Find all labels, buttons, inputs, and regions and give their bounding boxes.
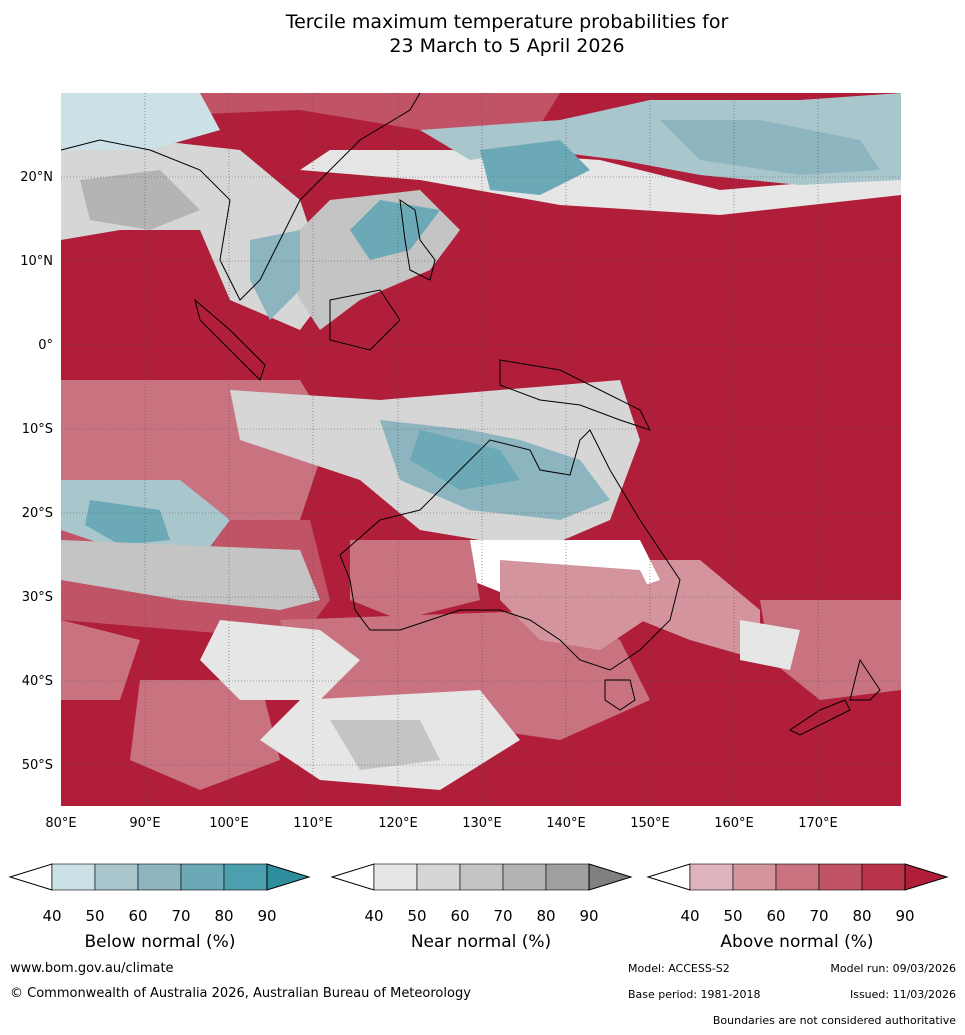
model-text: Model: ACCESS-S2 (628, 962, 730, 975)
issued-text: Issued: 11/03/2026 (849, 988, 956, 1001)
new-zealand-coastline (789, 658, 881, 736)
title-line-1: Tercile maximum temperature probabilitie… (285, 11, 729, 33)
lat-label: 10°N (20, 254, 53, 269)
lon-label: 120°E (378, 816, 418, 831)
sumatra-coastline (194, 298, 266, 381)
above-tick: 60 (766, 907, 785, 925)
probability-field (61, 93, 901, 806)
tasmania-coastline (604, 679, 636, 711)
below-tick: 70 (171, 907, 190, 925)
lat-label: 30°S (22, 590, 53, 605)
legend-colorbars: 40 50 60 70 80 90 40 50 60 70 80 90 (8, 863, 949, 925)
below-tick: 90 (257, 907, 276, 925)
above-tick: 80 (852, 907, 871, 925)
lon-label: 130°E (462, 816, 502, 831)
lat-label: 20°S (22, 506, 53, 521)
above-tick: 90 (895, 907, 914, 925)
below-normal-label: Below normal (%) (84, 932, 236, 952)
mainland-asia-coastline (60, 92, 421, 301)
lat-label: 20°N (20, 170, 53, 185)
above-normal-colorbar: 40 50 60 70 80 90 (646, 863, 949, 925)
australia-coastline (339, 429, 681, 671)
near-normal-label: Near normal (%) (410, 932, 552, 952)
near-tick: 50 (407, 907, 426, 925)
lat-label: 0° (38, 338, 53, 353)
lon-label: 140°E (546, 816, 586, 831)
lon-label: 150°E (630, 816, 670, 831)
model-run-text: Model run: 09/03/2026 (830, 962, 956, 975)
coastlines (60, 92, 881, 736)
lat-label: 40°S (22, 674, 53, 689)
below-tick: 40 (42, 907, 61, 925)
below-tick: 80 (214, 907, 233, 925)
near-tick: 40 (364, 907, 383, 925)
lon-label: 100°E (209, 816, 249, 831)
copyright-text: © Commonwealth of Australia 2026, Austra… (10, 986, 471, 1001)
new-guinea-coastline (499, 359, 651, 431)
base-period-text: Base period: 1981-2018 (628, 988, 761, 1001)
lon-label: 90°E (129, 816, 160, 831)
map-figure: 80°E 90°E 100°E 110°E 120°E 130°E 140°E … (20, 92, 901, 831)
philippines-coastline (399, 198, 436, 281)
borneo-coastline (329, 289, 401, 351)
lon-label: 160°E (714, 816, 754, 831)
below-tick: 60 (128, 907, 147, 925)
lon-label: 170°E (798, 816, 838, 831)
near-tick: 70 (493, 907, 512, 925)
near-normal-colorbar: 40 50 60 70 80 90 (330, 863, 633, 925)
below-normal-colorbar: 40 50 60 70 80 90 (8, 863, 311, 925)
near-tick: 90 (579, 907, 598, 925)
above-tick: 50 (723, 907, 742, 925)
above-tick: 70 (809, 907, 828, 925)
title-line-2: 23 March to 5 April 2026 (389, 35, 625, 57)
graticule (61, 93, 901, 806)
website-link[interactable]: www.bom.gov.au/climate (10, 961, 174, 976)
lon-label: 80°E (45, 816, 76, 831)
disclaimer-text: Boundaries are not considered authoritat… (712, 1014, 956, 1027)
above-tick: 40 (680, 907, 699, 925)
lon-label: 110°E (293, 816, 333, 831)
above-normal-label: Above normal (%) (720, 932, 874, 952)
lat-label: 10°S (22, 422, 53, 437)
near-tick: 60 (450, 907, 469, 925)
map-title: Tercile maximum temperature probabilitie… (0, 10, 965, 58)
lat-label: 50°S (22, 758, 53, 773)
below-tick: 50 (85, 907, 104, 925)
near-tick: 80 (536, 907, 555, 925)
